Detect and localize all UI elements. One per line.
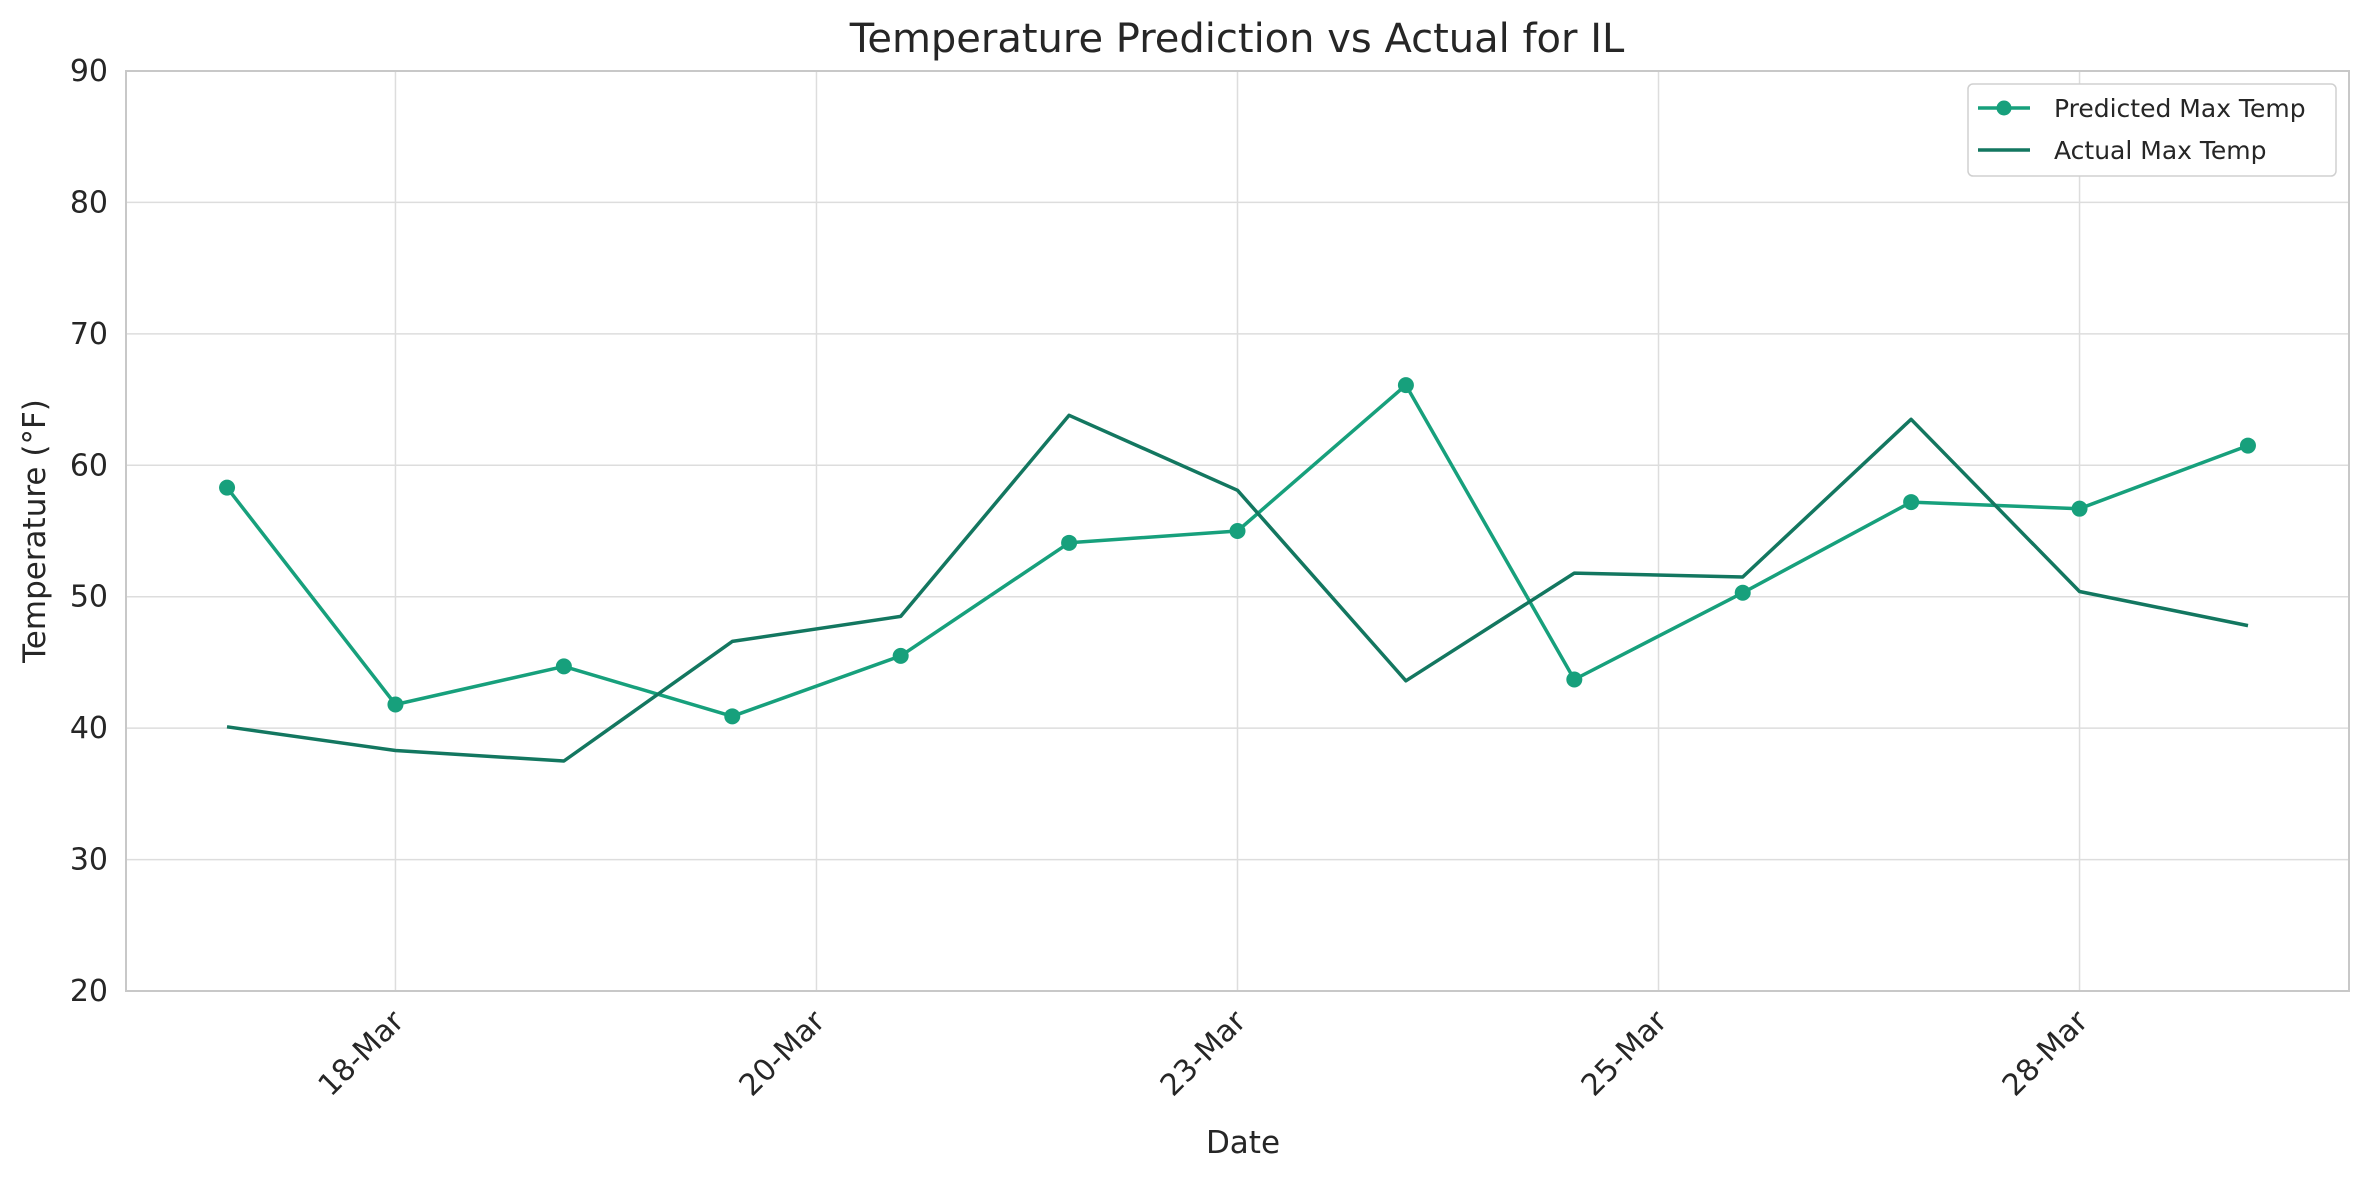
legend-label-predicted: Predicted Max Temp — [2054, 94, 2306, 123]
predicted-point — [1903, 494, 1920, 511]
y-axis-label: Temperature (°F) — [17, 399, 53, 664]
legend-marker-predicted — [1996, 100, 2012, 116]
predicted-point — [1397, 377, 1414, 394]
predicted-point — [892, 647, 909, 664]
y-tick-label: 30 — [70, 843, 108, 878]
legend: Predicted Max Temp Actual Max Temp — [1967, 83, 2337, 177]
chart-title: Temperature Prediction vs Actual for IL — [849, 16, 1625, 62]
predicted-point — [2071, 500, 2088, 517]
legend-box — [1967, 83, 2337, 177]
y-tick-label: 20 — [70, 974, 108, 1009]
legend-label-actual: Actual Max Temp — [2054, 136, 2267, 165]
predicted-point — [1734, 584, 1751, 601]
predicted-point — [1566, 671, 1583, 688]
predicted-point — [219, 479, 236, 496]
predicted-point — [387, 696, 404, 713]
predicted-point — [724, 708, 741, 725]
y-tick-label: 80 — [70, 185, 108, 220]
y-tick-label: 50 — [70, 580, 108, 615]
plot-frame — [125, 70, 2350, 992]
grid-lines — [126, 70, 2349, 992]
predicted-point — [1061, 534, 1078, 551]
x-axis-label: Date — [1206, 1125, 1280, 1161]
y-tick-label: 60 — [70, 448, 108, 483]
predicted-point — [1229, 523, 1246, 539]
series-layer — [219, 377, 2256, 763]
predicted-point — [555, 658, 572, 675]
y-tick-label: 40 — [70, 711, 108, 746]
y-tick-label: 70 — [70, 317, 108, 352]
series-line-actual — [226, 413, 2249, 763]
y-tick-label: 90 — [70, 54, 108, 89]
predicted-point — [2239, 437, 2256, 454]
